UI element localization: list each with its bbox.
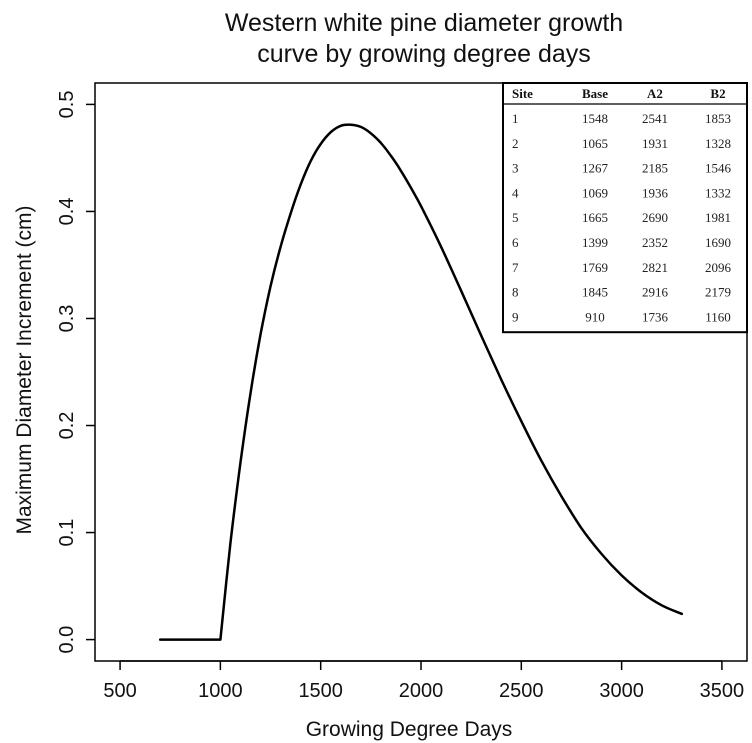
table-cell: 1769 xyxy=(582,260,608,275)
table-cell: 2185 xyxy=(642,161,668,176)
table-cell: 1736 xyxy=(642,309,669,324)
table-cell: 910 xyxy=(585,309,605,324)
chart-title-line-2: curve by growing degree days xyxy=(257,40,591,68)
y-tick-label: 0.3 xyxy=(56,305,78,333)
growth-curve-line xyxy=(158,123,684,641)
table-cell: 2541 xyxy=(642,111,668,126)
table-cell: 1160 xyxy=(705,309,731,324)
y-tick-label: 0.0 xyxy=(56,626,78,654)
x-tick-label: 1000 xyxy=(198,680,243,702)
table-header-cell: A2 xyxy=(647,86,663,101)
x-tick-label: 1500 xyxy=(298,680,343,702)
table-cell: 1665 xyxy=(582,210,608,225)
x-tick-label: 2500 xyxy=(499,680,544,702)
y-tick-label: 0.4 xyxy=(56,198,78,226)
table-cell: 6 xyxy=(512,235,519,250)
table-cell: 2096 xyxy=(705,260,732,275)
x-tick-label: 3000 xyxy=(599,680,644,702)
table-cell: 1931 xyxy=(642,136,668,151)
y-axis-title: Maximum Diameter Increment (cm) xyxy=(13,205,36,534)
table-cell: 1981 xyxy=(705,210,731,225)
table-cell: 1845 xyxy=(582,285,608,300)
table-cell: 7 xyxy=(512,260,519,275)
table-cell: 2916 xyxy=(642,285,669,300)
y-axis: 0.0 0.1 0.2 0.3 0.4 0.5 xyxy=(56,91,95,654)
table-cell: 1936 xyxy=(642,185,669,200)
table-cell: 1546 xyxy=(705,161,732,176)
y-tick-label: 0.5 xyxy=(56,91,78,119)
table-cell: 2 xyxy=(512,136,519,151)
x-tick-label: 2000 xyxy=(399,680,444,702)
site-table: Site Base A2 B2 1 1548 2541 1853 2 1065 1931 1328 3 1… xyxy=(502,82,748,334)
x-tick-label: 3500 xyxy=(700,680,745,702)
y-tick-label: 0.1 xyxy=(56,519,78,547)
table-cell: 2690 xyxy=(642,210,668,225)
table-cell: 1 xyxy=(512,111,519,126)
table-cell: 1065 xyxy=(582,136,608,151)
table-cell: 1690 xyxy=(705,235,731,250)
table-cell: 9 xyxy=(512,309,519,324)
table-cell: 2179 xyxy=(705,285,731,300)
table-cell: 1399 xyxy=(582,235,608,250)
table-cell: 2352 xyxy=(642,235,668,250)
table-cell: 1332 xyxy=(705,185,731,200)
table-header-cell: Site xyxy=(512,86,533,101)
table-header-cell: Base xyxy=(582,86,608,101)
x-axis: 500 1000 1500 2000 2500 3000 3500 xyxy=(103,660,745,702)
table-cell: 3 xyxy=(512,161,519,176)
table-header-cell: B2 xyxy=(710,86,725,101)
table-cell: 1853 xyxy=(705,111,731,126)
table-cell: 1548 xyxy=(582,111,608,126)
table-cell: 4 xyxy=(512,185,519,200)
chart-title-line-1: Western white pine diameter growth xyxy=(225,9,623,37)
table-cell: 8 xyxy=(512,285,519,300)
x-axis-title: Growing Degree Days xyxy=(306,718,513,741)
table-cell: 1267 xyxy=(582,161,609,176)
table-cell: 5 xyxy=(512,210,519,225)
y-tick-label: 0.2 xyxy=(56,412,78,440)
table-cell: 1328 xyxy=(705,136,731,151)
table-border xyxy=(502,82,748,334)
table-cell: 1069 xyxy=(582,185,608,200)
table-cell: 2821 xyxy=(642,260,668,275)
x-tick-label: 500 xyxy=(103,680,136,702)
